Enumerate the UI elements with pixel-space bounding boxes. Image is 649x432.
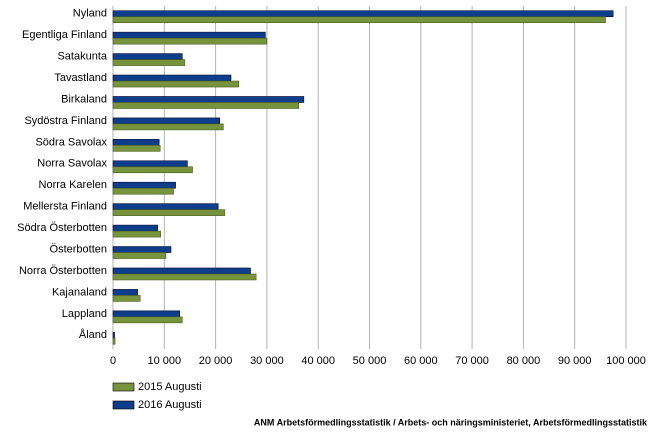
y-tick-label: Åland	[79, 328, 107, 341]
bar	[112, 252, 167, 259]
bar	[112, 209, 226, 216]
y-tick-label: Birkaland	[61, 93, 107, 105]
x-tick-label: 40 000	[301, 355, 335, 367]
x-tick-label: 100 000	[606, 355, 646, 367]
bar	[112, 181, 176, 189]
bar	[112, 53, 183, 60]
y-tick-label: Kajanaland	[52, 286, 107, 298]
y-tick-label: Norra Savolax	[37, 158, 107, 170]
x-tick-label: 90 000	[558, 355, 592, 367]
legend-swatch	[112, 400, 135, 410]
bar	[112, 166, 193, 174]
y-tick-label: Tavastland	[54, 72, 107, 84]
bar	[112, 160, 188, 168]
bar	[112, 310, 180, 318]
x-tick-label: 30 000	[250, 355, 284, 367]
bar	[112, 123, 224, 131]
bar	[112, 289, 138, 296]
bar	[112, 316, 183, 324]
bar	[112, 80, 239, 88]
bar	[112, 37, 268, 45]
x-tick-label: 80 000	[507, 355, 541, 367]
legend-label: 2015 Augusti	[138, 381, 202, 393]
bar	[112, 273, 257, 281]
bar	[112, 187, 174, 195]
y-tick-label: Lappland	[62, 308, 107, 320]
bar	[112, 337, 116, 345]
y-tick-label: Österbotten	[50, 243, 107, 255]
y-tick-label: Norra Österbotten	[19, 265, 107, 277]
bar	[112, 295, 141, 302]
y-tick-label: Satakunta	[57, 51, 107, 63]
bar	[112, 117, 221, 125]
source-note: ANM Arbetsförmedlingsstatistik / Arbets-…	[254, 417, 648, 427]
bar	[112, 224, 158, 232]
bar	[112, 139, 160, 146]
bar	[112, 331, 115, 339]
x-tick-label: 0	[110, 355, 116, 367]
y-tick-label: Södra Savolax	[35, 136, 107, 148]
bar	[112, 74, 232, 82]
x-tick-label: 50 000	[353, 355, 387, 367]
bar	[112, 203, 219, 210]
bar	[112, 230, 162, 238]
y-tick-label: Södra Österbotten	[17, 222, 107, 234]
y-tick-label: Norra Karelen	[39, 179, 107, 191]
y-tick-label: Mellersta Finland	[23, 201, 107, 213]
y-tick-label: Nyland	[73, 8, 107, 20]
bar	[112, 96, 305, 103]
y-tick-label: Sydöstra Finland	[24, 115, 107, 127]
bar	[112, 246, 172, 253]
bar	[112, 31, 266, 39]
x-tick-label: 70 000	[455, 355, 489, 367]
bar	[112, 10, 614, 18]
x-tick-label: 20 000	[199, 355, 233, 367]
legend-swatch	[112, 382, 135, 392]
bar	[112, 102, 300, 109]
y-tick-label: Egentliga Finland	[22, 29, 107, 41]
x-tick-label: 10 000	[147, 355, 181, 367]
bar	[112, 16, 606, 24]
bar	[112, 267, 251, 275]
legend-label: 2016 Augusti	[138, 399, 202, 411]
x-tick-label: 60 000	[404, 355, 438, 367]
bar	[112, 145, 161, 152]
bar	[112, 59, 186, 66]
